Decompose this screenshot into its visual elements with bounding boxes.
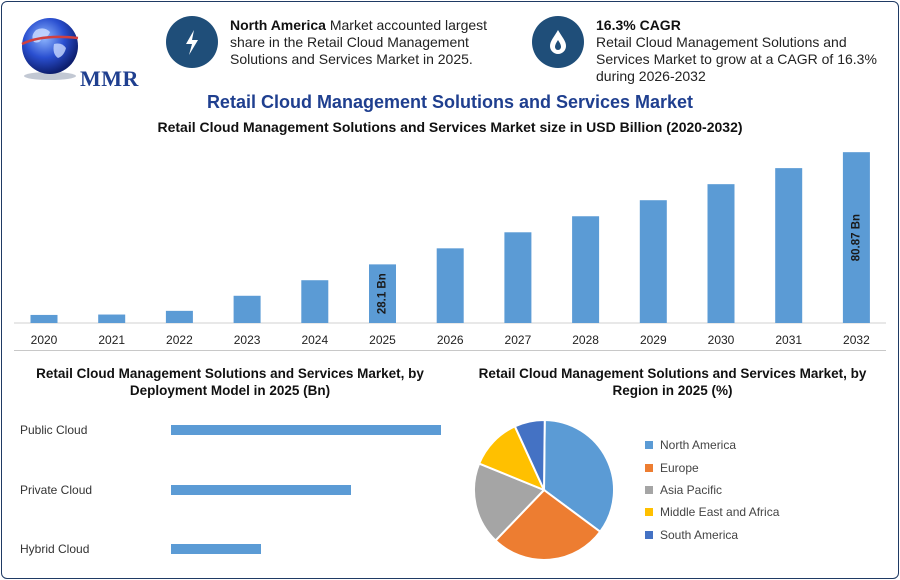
info-north-america: North America Market accounted largest s… — [230, 17, 500, 68]
section-divider — [14, 350, 886, 351]
region-pie-chart — [473, 418, 615, 561]
bar-2022 — [165, 310, 193, 323]
bar-chart-subtitle: Retail Cloud Management Solutions and Se… — [157, 119, 743, 135]
bar-2020 — [30, 314, 58, 323]
bar-2025 — [369, 264, 396, 323]
bar-2027 — [504, 232, 532, 323]
drop-circle — [532, 16, 584, 68]
legend-label-europe: Europe — [660, 461, 699, 475]
legend-swatch-asia-pacific — [645, 486, 653, 494]
pie-slice-europe — [494, 488, 602, 561]
tick-label-2029: 2029 — [640, 333, 667, 347]
legend-swatch-north-america — [645, 441, 653, 449]
data-label-2032: 80.87 Bn — [850, 214, 862, 261]
tick-label-2028: 2028 — [572, 333, 599, 347]
tick-label-2025: 2025 — [369, 333, 396, 347]
region-chart-title: Retail Cloud Management Solutions and Se… — [478, 366, 867, 398]
lightning-icon — [186, 30, 198, 55]
info2-text: Retail Cloud Management Solutions and Se… — [596, 34, 877, 84]
category-label-hybrid-cloud: Hybrid Cloud — [20, 542, 90, 556]
main-title: Retail Cloud Management Solutions and Se… — [206, 92, 694, 112]
bar-hybrid-cloud — [171, 544, 261, 554]
bar-2021 — [98, 314, 126, 323]
legend-label-north-america: North America — [660, 438, 737, 452]
info2-bold: 16.3% CAGR — [596, 17, 681, 33]
tick-label-2021: 2021 — [98, 333, 125, 347]
tick-label-2030: 2030 — [708, 333, 735, 347]
tick-label-2023: 2023 — [234, 333, 261, 347]
bar-2028 — [572, 216, 600, 323]
pie-slice-south-america — [513, 419, 546, 491]
tick-label-2022: 2022 — [166, 333, 193, 347]
category-label-public-cloud: Public Cloud — [20, 423, 88, 437]
logo-text: MMR — [80, 66, 139, 91]
legend-label-asia-pacific: Asia Pacific — [660, 483, 723, 497]
tick-label-2024: 2024 — [301, 333, 328, 347]
info-cagr: 16.3% CAGR Retail Cloud Management Solut… — [596, 17, 886, 85]
legend-swatch-middle-east-and-africa — [645, 508, 653, 516]
bar-2030 — [707, 184, 735, 323]
tick-label-2027: 2027 — [505, 333, 532, 347]
legend-label-south-america: South America — [660, 528, 739, 542]
bar-private-cloud — [171, 485, 351, 495]
bar-2023 — [233, 295, 261, 323]
category-label-private-cloud: Private Cloud — [20, 483, 93, 497]
legend-swatch-south-america — [645, 531, 653, 539]
globe-icon — [21, 18, 79, 80]
info1-bold: North America — [230, 17, 326, 33]
bar-2032 — [842, 152, 870, 323]
deployment-chart-title: Retail Cloud Management Solutions and Se… — [36, 366, 424, 398]
bar-2029 — [639, 200, 667, 323]
bar-2031 — [775, 168, 803, 323]
tick-label-2032: 2032 — [843, 333, 870, 347]
bar-2024 — [301, 280, 329, 323]
data-label-2025: 28.1 Bn — [377, 273, 389, 314]
mmr-logo: MMR — [14, 14, 139, 91]
pie-slice-asia-pacific — [473, 462, 546, 542]
tick-label-2026: 2026 — [437, 333, 464, 347]
legend-swatch-europe — [645, 464, 653, 472]
pie-slice-north-america — [542, 418, 615, 534]
bar-public-cloud — [171, 425, 441, 435]
tick-label-2020: 2020 — [31, 333, 58, 347]
drop-icon — [550, 30, 566, 54]
legend-label-middle-east-and-africa: Middle East and Africa — [660, 505, 780, 519]
market-size-bar-chart: 2020 2021 2022 2023 2024 2025 28.1 Bn 2026 2027 2… — [14, 152, 886, 347]
tick-label-2031: 2031 — [775, 333, 802, 347]
lightning-circle — [166, 16, 218, 68]
info1-text: Market accounted largest share in the Re… — [230, 17, 488, 67]
bar-2026 — [436, 248, 464, 323]
